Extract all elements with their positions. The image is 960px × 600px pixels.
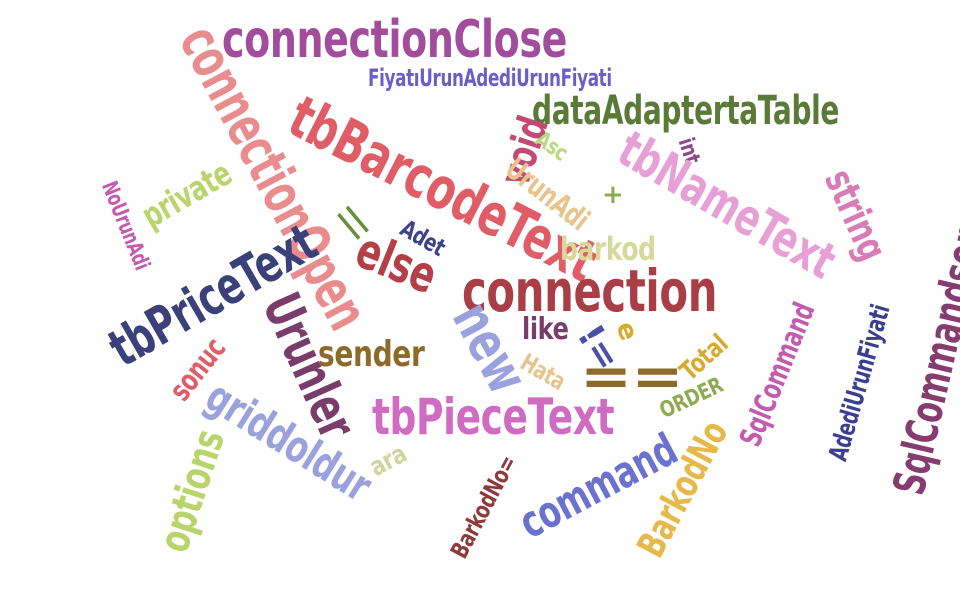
word-NoUrunAdi: NoUrunAdi bbox=[96, 177, 155, 274]
word-SqlCommandsorgu: SqlCommandsorgu bbox=[883, 184, 960, 500]
word-plus: + bbox=[602, 180, 624, 210]
word-private: private bbox=[135, 153, 239, 237]
word-like: like bbox=[522, 312, 569, 347]
word-connection: connection bbox=[462, 257, 718, 325]
word-BarkodNoEq: BarkodNo= bbox=[445, 450, 523, 564]
word-tbPieceText: tbPieceText bbox=[372, 388, 615, 446]
word-sender: sender bbox=[318, 334, 425, 375]
word-AdediUrunFiyati: AdediUrunFiyati bbox=[823, 301, 897, 465]
word-barkod: barkod bbox=[560, 230, 656, 268]
word-equals: == bbox=[580, 345, 683, 408]
word-options: options bbox=[148, 423, 234, 558]
word-Total: Total bbox=[674, 328, 735, 388]
word-fiyati-urun-adedi-urun-fiyati: FiyatıUrunAdediUrunFiyati bbox=[368, 64, 612, 92]
word-SqlCommand: SqlCommand bbox=[733, 297, 823, 452]
word-connectionClose: connectionClose bbox=[222, 10, 567, 70]
word-dataAdaptertaTable: dataAdaptertaTable bbox=[532, 88, 840, 134]
